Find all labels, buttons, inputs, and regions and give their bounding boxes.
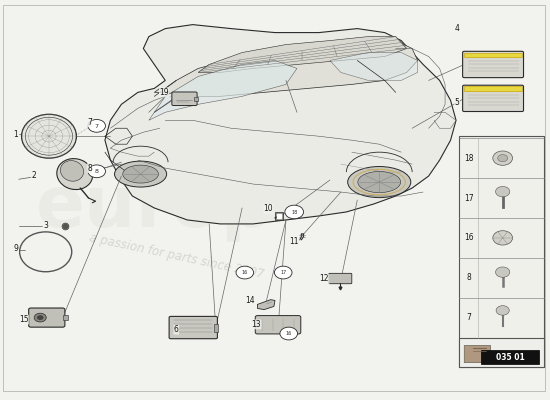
Circle shape xyxy=(496,186,510,197)
Circle shape xyxy=(236,266,254,279)
FancyBboxPatch shape xyxy=(194,97,198,101)
Polygon shape xyxy=(198,36,406,72)
Ellipse shape xyxy=(114,161,167,187)
Circle shape xyxy=(34,313,46,322)
Circle shape xyxy=(88,120,106,132)
FancyBboxPatch shape xyxy=(481,350,540,364)
Ellipse shape xyxy=(57,159,93,190)
Text: 13: 13 xyxy=(251,320,261,329)
FancyBboxPatch shape xyxy=(169,316,217,339)
FancyBboxPatch shape xyxy=(172,92,197,106)
Text: 1: 1 xyxy=(14,130,19,139)
Polygon shape xyxy=(330,52,417,80)
FancyBboxPatch shape xyxy=(464,52,522,57)
Polygon shape xyxy=(257,300,275,310)
Text: 11: 11 xyxy=(289,237,299,246)
Text: 12: 12 xyxy=(320,274,329,284)
Text: 18: 18 xyxy=(291,210,298,215)
Polygon shape xyxy=(464,346,491,363)
Text: 17: 17 xyxy=(280,270,287,276)
FancyBboxPatch shape xyxy=(459,338,544,368)
Text: 7: 7 xyxy=(466,313,471,322)
Text: 9: 9 xyxy=(14,244,19,253)
Text: 6: 6 xyxy=(174,325,179,334)
Text: 14: 14 xyxy=(245,296,255,305)
Text: 18: 18 xyxy=(464,154,474,163)
FancyBboxPatch shape xyxy=(329,273,352,284)
Polygon shape xyxy=(149,60,297,120)
Text: 8: 8 xyxy=(95,169,98,174)
Text: 17: 17 xyxy=(464,194,474,202)
Ellipse shape xyxy=(358,172,400,193)
Circle shape xyxy=(37,315,43,320)
Ellipse shape xyxy=(60,160,84,181)
FancyBboxPatch shape xyxy=(29,308,65,327)
Text: 10: 10 xyxy=(263,204,273,213)
Ellipse shape xyxy=(21,114,76,158)
FancyBboxPatch shape xyxy=(463,85,524,112)
Ellipse shape xyxy=(348,166,411,198)
FancyBboxPatch shape xyxy=(213,324,218,332)
Circle shape xyxy=(285,205,304,219)
Text: 16: 16 xyxy=(285,332,292,336)
FancyBboxPatch shape xyxy=(63,315,68,320)
Circle shape xyxy=(493,151,513,165)
Text: 035 01: 035 01 xyxy=(496,353,525,362)
Text: 8: 8 xyxy=(466,273,471,282)
Circle shape xyxy=(274,266,292,279)
Text: 16: 16 xyxy=(464,233,474,242)
Polygon shape xyxy=(105,25,456,224)
Text: 7: 7 xyxy=(95,124,98,129)
Circle shape xyxy=(496,306,509,315)
FancyBboxPatch shape xyxy=(459,136,544,368)
Text: 16: 16 xyxy=(241,270,248,276)
Text: 19: 19 xyxy=(160,88,169,97)
Circle shape xyxy=(496,267,510,277)
Circle shape xyxy=(88,165,106,178)
Text: 5: 5 xyxy=(455,98,460,107)
Text: 15: 15 xyxy=(19,315,29,324)
Text: 4: 4 xyxy=(455,24,460,33)
FancyBboxPatch shape xyxy=(463,51,524,78)
FancyBboxPatch shape xyxy=(255,316,301,334)
Circle shape xyxy=(493,231,513,245)
Text: 7: 7 xyxy=(87,118,92,127)
Circle shape xyxy=(280,327,298,340)
Text: 3: 3 xyxy=(43,221,48,230)
Ellipse shape xyxy=(123,165,158,183)
Text: 8: 8 xyxy=(87,164,92,173)
Text: 2: 2 xyxy=(31,171,36,180)
Polygon shape xyxy=(155,40,417,96)
FancyBboxPatch shape xyxy=(464,86,522,91)
Text: europ: europ xyxy=(36,174,273,242)
Text: a passion for parts since 2007: a passion for parts since 2007 xyxy=(87,231,265,281)
Circle shape xyxy=(498,154,508,162)
